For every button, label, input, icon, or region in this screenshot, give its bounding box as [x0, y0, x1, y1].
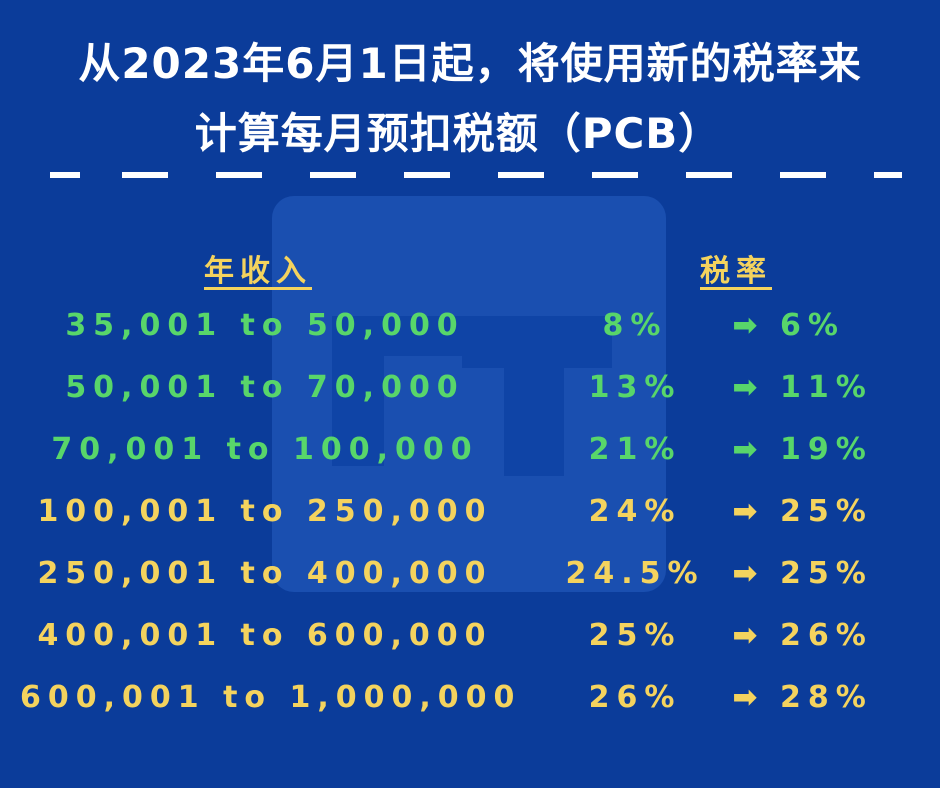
title-line-1: 从2023年6月1日起，将使用新的税率来: [78, 39, 862, 88]
arrow-right-icon: ➡: [732, 494, 758, 529]
header-rate: 税率: [700, 254, 772, 289]
arrow-right-icon: ➡: [732, 370, 758, 405]
new-rate: 11%: [780, 370, 873, 405]
rate-row: 50,001 to 70,000 13% ➡ 11%: [0, 370, 940, 414]
old-rate: 26%: [588, 680, 682, 715]
arrow-right-icon: ➡: [732, 432, 758, 467]
old-rate: 25%: [588, 618, 682, 653]
divider-dash: [592, 172, 638, 178]
old-rate: 21%: [588, 432, 682, 467]
divider-dash: [310, 172, 356, 178]
watermark-bar-top: [462, 316, 612, 368]
header-income: 年收入: [204, 254, 312, 289]
arrow-right-icon: ➡: [732, 618, 758, 653]
old-rate: 13%: [588, 370, 682, 405]
watermark-bar-top-left: [384, 316, 464, 356]
rate-row: 35,001 to 50,000 8% ➡ 6%: [0, 308, 940, 352]
new-rate: 26%: [780, 618, 873, 653]
title-line-2: 计算每月预扣税额（PCB）: [194, 109, 722, 158]
income-range: 70,001 to 100,000: [51, 432, 479, 467]
old-rate: 8%: [602, 308, 668, 343]
watermark-bar-left: [332, 316, 384, 466]
divider-dash: [216, 172, 262, 178]
rate-row: 250,001 to 400,000 24.5% ➡ 25%: [0, 556, 940, 600]
watermark-logo: [272, 196, 666, 592]
new-rate: 19%: [780, 432, 873, 467]
arrow-right-icon: ➡: [732, 556, 758, 591]
divider-dash: [686, 172, 732, 178]
arrow-right-icon: ➡: [732, 680, 758, 715]
rate-row: 70,001 to 100,000 21% ➡ 19%: [0, 432, 940, 476]
income-range: 50,001 to 70,000: [65, 370, 465, 405]
divider-dash: [50, 172, 80, 178]
old-rate: 24%: [588, 494, 682, 529]
rate-row: 400,001 to 600,000 25% ➡ 26%: [0, 618, 940, 662]
old-rate: 24.5%: [565, 556, 705, 591]
arrow-right-icon: ➡: [732, 308, 758, 343]
divider-dash: [874, 172, 902, 178]
watermark-bar-stem: [504, 368, 564, 476]
divider-dash: [780, 172, 826, 178]
rate-row: 600,001 to 1,000,000 26% ➡ 28%: [0, 680, 940, 724]
income-range: 250,001 to 400,000: [37, 556, 493, 591]
new-rate: 25%: [780, 494, 873, 529]
divider-dash: [122, 172, 168, 178]
new-rate: 28%: [780, 680, 873, 715]
new-rate: 6%: [780, 308, 845, 343]
divider-dash: [498, 172, 544, 178]
income-range: 400,001 to 600,000: [37, 618, 493, 653]
income-range: 600,001 to 1,000,000: [20, 680, 522, 715]
income-range: 35,001 to 50,000: [65, 308, 465, 343]
divider-dash: [404, 172, 450, 178]
income-range: 100,001 to 250,000: [37, 494, 493, 529]
rate-row: 100,001 to 250,000 24% ➡ 25%: [0, 494, 940, 538]
new-rate: 25%: [780, 556, 873, 591]
